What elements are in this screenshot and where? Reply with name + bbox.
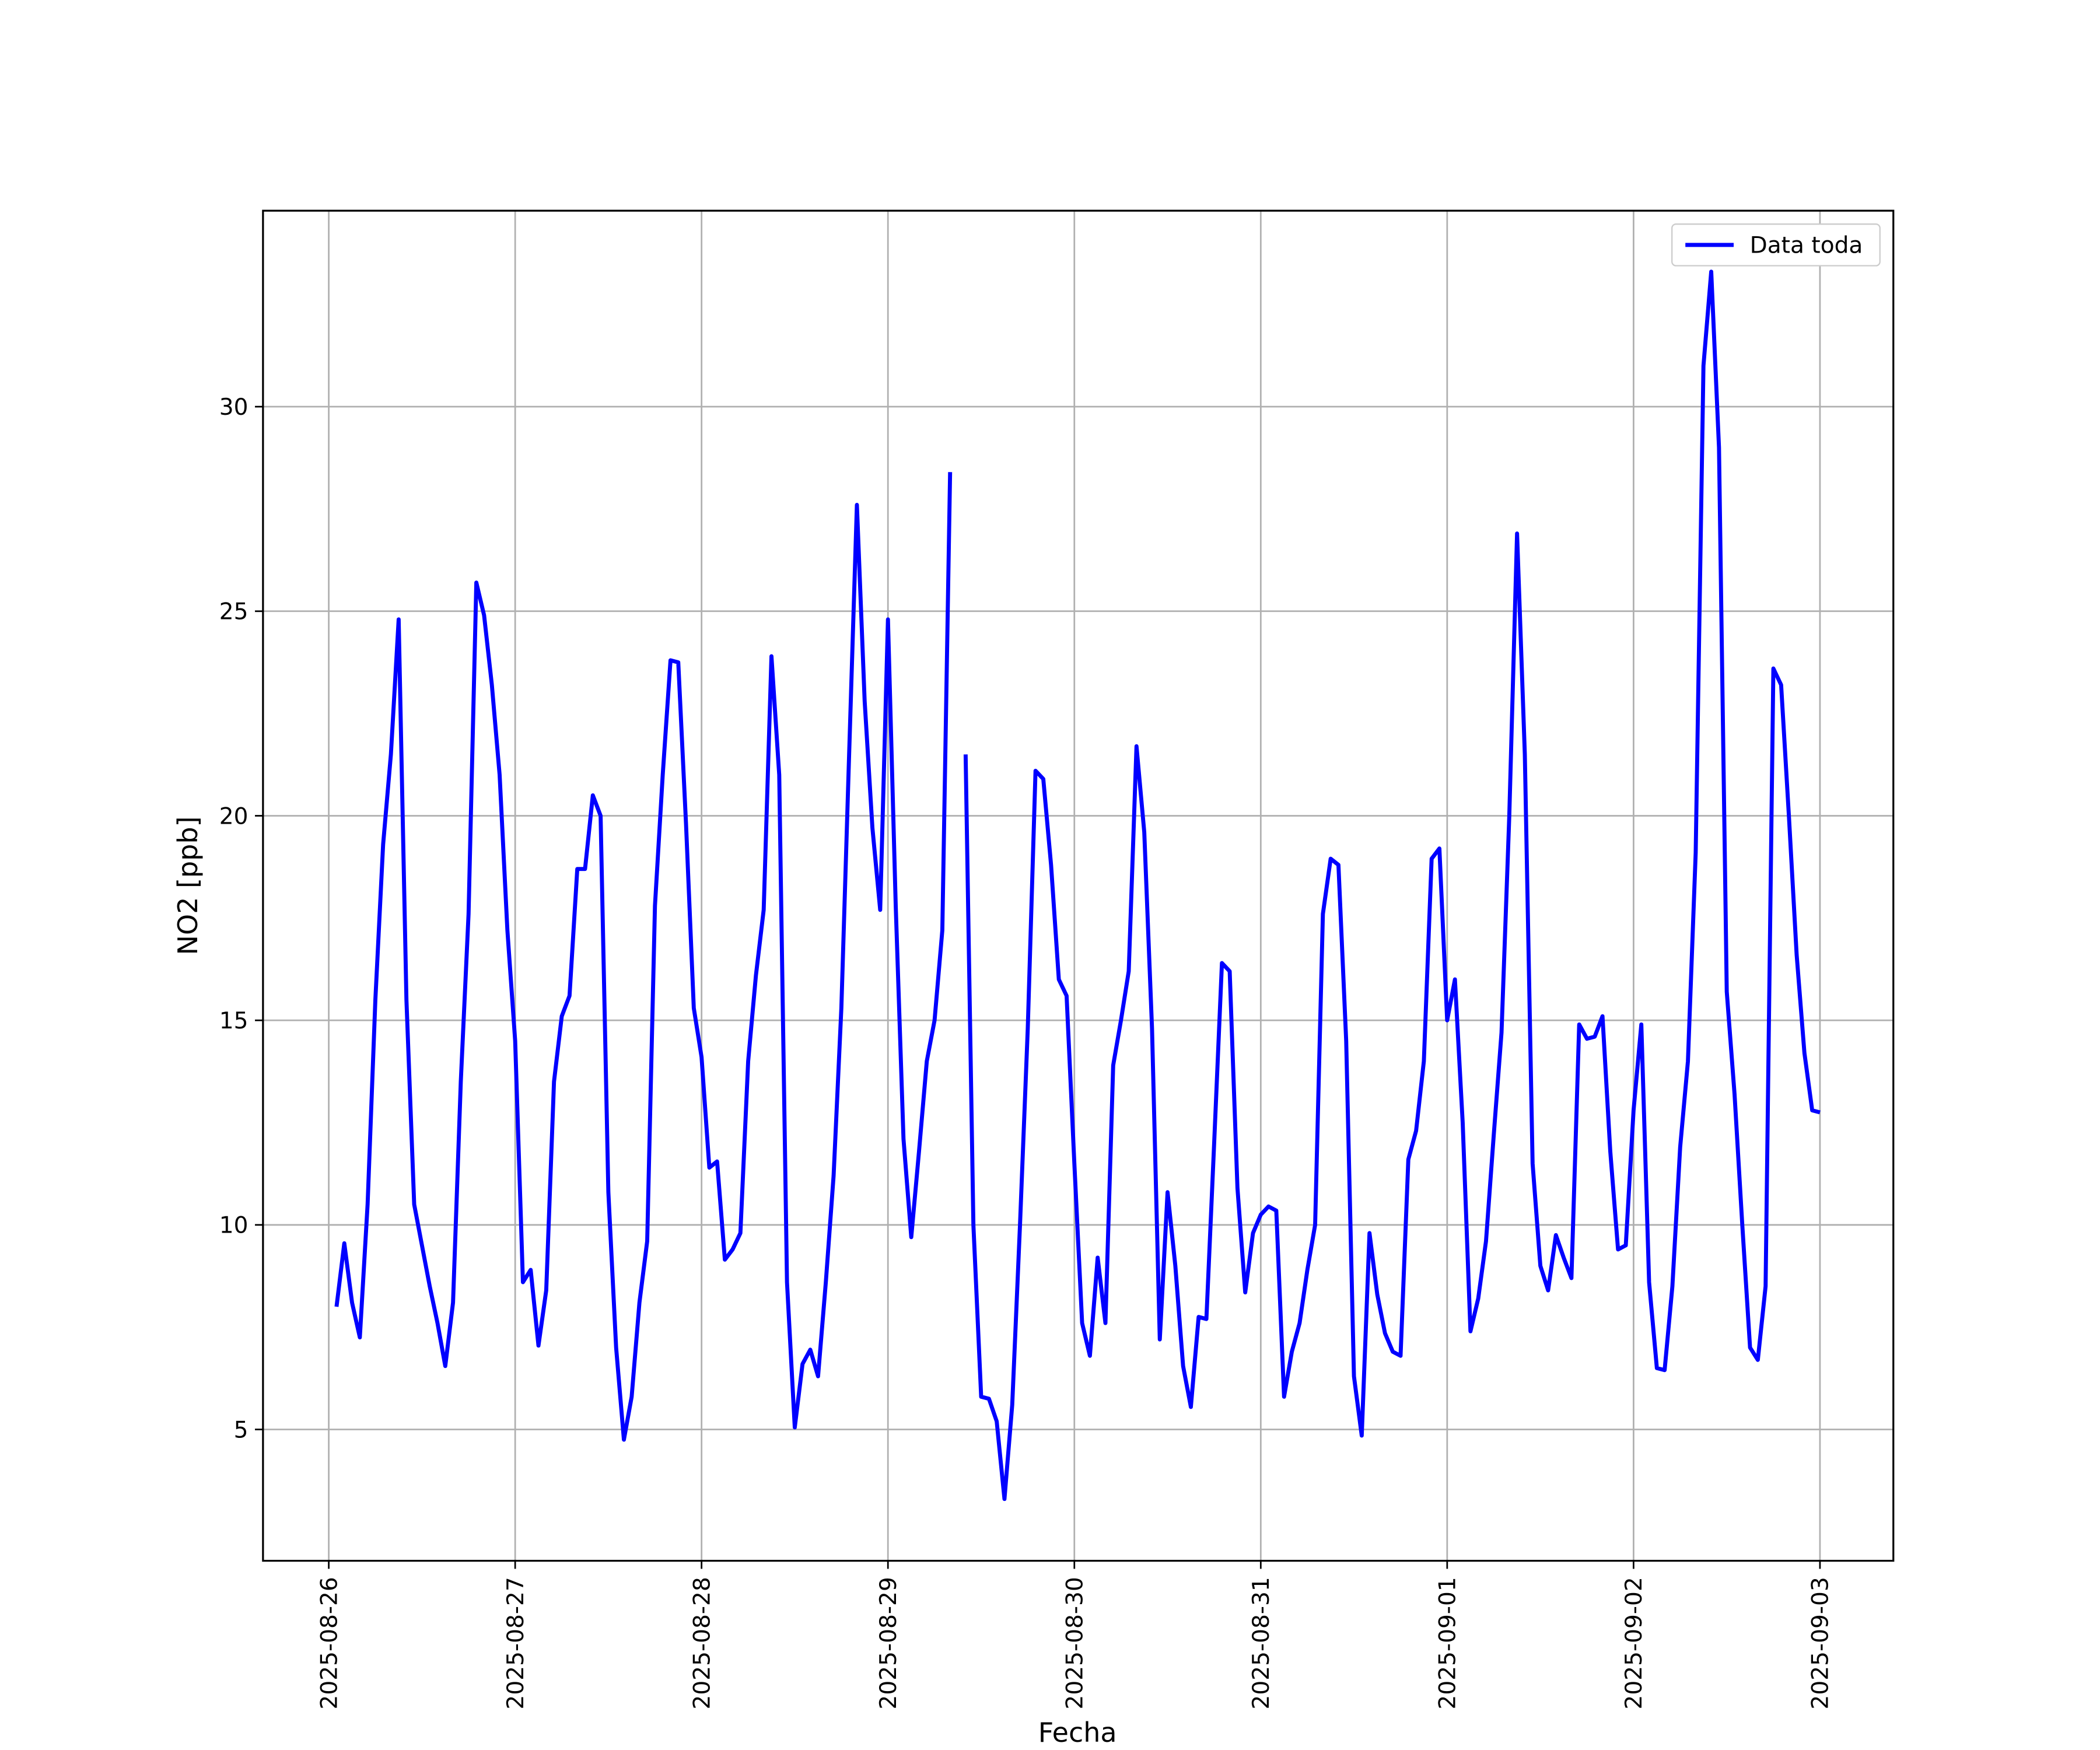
legend-label: Data toda [1750, 233, 1863, 259]
y-tick-label: 5 [234, 1417, 249, 1443]
plot-frame [262, 209, 1895, 1562]
legend-box [1671, 223, 1881, 267]
x-tick-label: 2025-08-30 [1062, 1577, 1088, 1709]
y-axis-label: NO2 [ppb] [172, 816, 204, 955]
x-tick-label: 2025-09-02 [1621, 1577, 1647, 1709]
data-line [334, 270, 1821, 1502]
x-axis-label: Fecha [1038, 1717, 1117, 1748]
x-tick-label: 2025-08-29 [876, 1577, 902, 1709]
y-tick-label: 25 [219, 599, 249, 625]
y-tick-label: 20 [219, 803, 249, 830]
x-tick-label: 2025-09-01 [1435, 1577, 1461, 1709]
x-tick-label: 2025-08-31 [1248, 1577, 1275, 1709]
x-tick-label: 2025-08-27 [503, 1577, 529, 1709]
x-tick-label: 2025-08-26 [316, 1577, 342, 1709]
y-tick-label: 30 [219, 394, 249, 421]
y-tick-label: 10 [219, 1213, 249, 1239]
y-tick-label: 15 [219, 1008, 249, 1034]
x-tick-label: 2025-09-03 [1808, 1577, 1834, 1709]
x-tick-label: 2025-08-28 [689, 1577, 715, 1709]
